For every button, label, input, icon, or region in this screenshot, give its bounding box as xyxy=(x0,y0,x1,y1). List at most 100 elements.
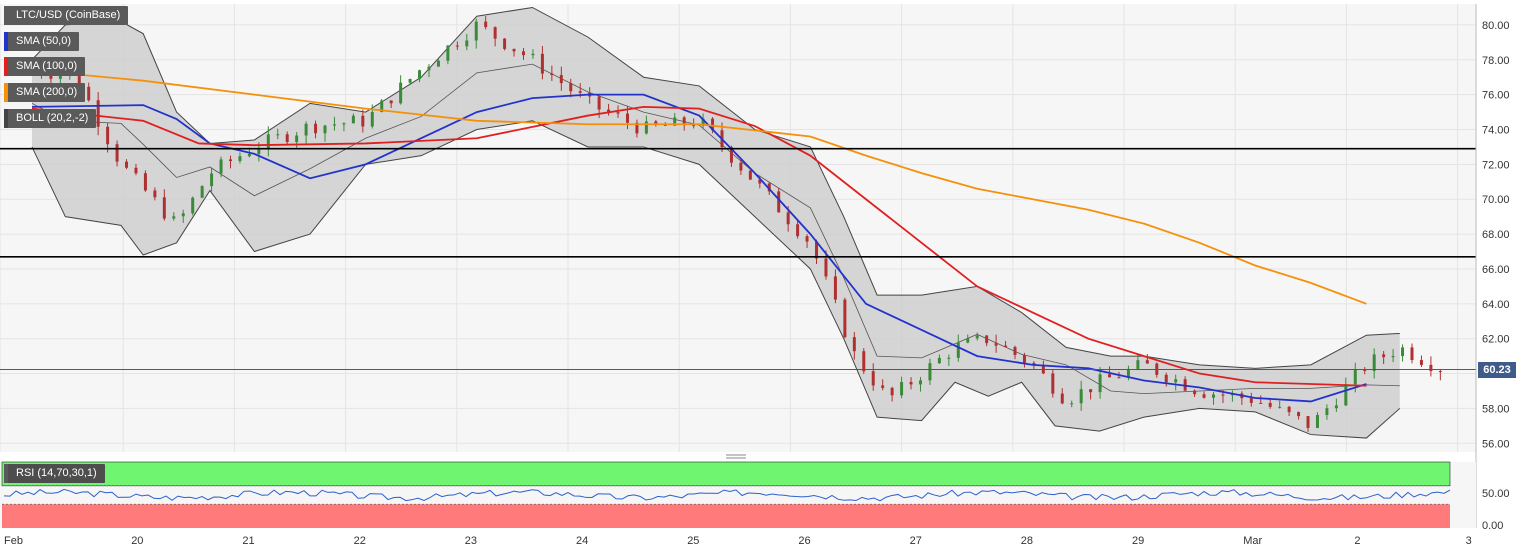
candle-body xyxy=(210,173,214,187)
candle-body xyxy=(607,109,611,113)
candle-body xyxy=(446,45,450,61)
candle-body xyxy=(786,212,790,225)
candle-body xyxy=(1344,384,1348,406)
candle-body xyxy=(1098,374,1102,393)
candle-body xyxy=(597,96,601,110)
y-tick-label: 72.00 xyxy=(1482,159,1510,171)
x-tick-label: 22 xyxy=(354,535,366,547)
candle-body xyxy=(484,21,488,28)
x-tick-label: 2 xyxy=(1354,535,1360,547)
candle-body xyxy=(644,121,648,134)
candle-body xyxy=(323,125,327,134)
candle-body xyxy=(1193,390,1197,395)
x-tick-label: 21 xyxy=(242,535,254,547)
legend-rsi[interactable]: RSI (14,70,30,1) xyxy=(4,464,105,483)
candle-body xyxy=(351,115,355,124)
candle-body xyxy=(985,335,989,344)
candle-body xyxy=(1315,415,1319,428)
candle-body xyxy=(900,382,904,396)
candle-body xyxy=(153,190,157,198)
legend-label: LTC/USD (CoinBase) xyxy=(16,9,121,21)
x-tick-label: 25 xyxy=(687,535,699,547)
candle-body xyxy=(332,124,336,126)
candle-body xyxy=(1391,356,1395,358)
candle-body xyxy=(1306,416,1310,428)
candle-body xyxy=(493,27,497,39)
candle-body xyxy=(143,173,147,191)
y-tick-label: 70.00 xyxy=(1482,194,1510,206)
candle-body xyxy=(833,276,837,300)
candle-body xyxy=(474,21,478,41)
candle-body xyxy=(455,45,459,47)
candle-body xyxy=(408,79,412,83)
candle-body xyxy=(1410,347,1414,361)
candle-body xyxy=(1079,389,1083,404)
legend-sma-100[interactable]: SMA (100,0) xyxy=(4,57,86,76)
candle-body xyxy=(380,100,384,113)
legend-label: BOLL (20,2,-2) xyxy=(16,112,89,124)
candle-body xyxy=(106,126,110,145)
candle-body xyxy=(1382,354,1386,358)
candle-body xyxy=(370,112,374,127)
candle-body xyxy=(550,73,554,76)
candle-body xyxy=(1419,360,1423,365)
candle-body xyxy=(219,159,223,174)
candle-body xyxy=(1136,360,1140,369)
candle-body xyxy=(465,40,469,47)
candle-body xyxy=(58,75,62,79)
candle-body xyxy=(342,123,346,125)
candle-body xyxy=(1051,373,1055,394)
candle-body xyxy=(531,53,535,56)
candle-body xyxy=(1221,394,1225,396)
candle-body xyxy=(361,115,365,127)
candle-body xyxy=(1070,403,1074,405)
x-tick-label: 27 xyxy=(910,535,922,547)
x-tick-label: 20 xyxy=(131,535,143,547)
candle-body xyxy=(1325,408,1329,416)
candle-body xyxy=(1438,371,1442,373)
legend-bollinger[interactable]: BOLL (20,2,-2) xyxy=(4,109,97,128)
candle-body xyxy=(285,134,289,143)
candle-body xyxy=(1401,347,1405,357)
candle-body xyxy=(890,387,894,396)
x-tick-label: 24 xyxy=(576,535,588,547)
y-tick-label: 66.00 xyxy=(1482,264,1510,276)
candle-body xyxy=(1334,405,1338,409)
y-tick-label: 80.00 xyxy=(1482,20,1510,32)
candle-body xyxy=(748,170,752,180)
candle-body xyxy=(1297,412,1301,417)
candle-body xyxy=(304,123,308,136)
rsi-y-tick-label: 50.00 xyxy=(1482,488,1510,500)
legend-label: SMA (100,0) xyxy=(16,60,78,72)
candle-body xyxy=(512,48,516,52)
candle-body xyxy=(578,91,582,93)
candle-body xyxy=(436,60,440,67)
candle-body xyxy=(739,162,743,171)
candle-body xyxy=(247,154,251,157)
legend-color-swatch xyxy=(4,109,8,128)
candle-body xyxy=(701,118,705,126)
legend-color-swatch xyxy=(4,6,8,25)
candle-body xyxy=(1022,354,1026,363)
candle-body xyxy=(805,236,809,242)
y-tick-label: 64.00 xyxy=(1482,299,1510,311)
candle-body xyxy=(1013,347,1017,355)
candle-body xyxy=(503,38,507,49)
legend-main-title[interactable]: LTC/USD (CoinBase) xyxy=(4,6,129,25)
y-tick-label: 78.00 xyxy=(1482,55,1510,67)
candle-body xyxy=(1089,389,1093,393)
candle-body xyxy=(1060,393,1064,404)
sma-line xyxy=(31,105,1367,387)
candle-body xyxy=(1353,369,1357,385)
candle-body xyxy=(966,338,970,343)
candle-body xyxy=(87,86,91,101)
x-tick-label: 29 xyxy=(1132,535,1144,547)
candle-body xyxy=(1004,345,1008,348)
legend-sma-200[interactable]: SMA (200,0) xyxy=(4,83,86,102)
candle-body xyxy=(172,216,176,219)
legend-sma-50[interactable]: SMA (50,0) xyxy=(4,32,80,51)
candle-body xyxy=(134,167,138,174)
candle-body xyxy=(635,122,639,134)
candle-body xyxy=(1363,369,1367,371)
